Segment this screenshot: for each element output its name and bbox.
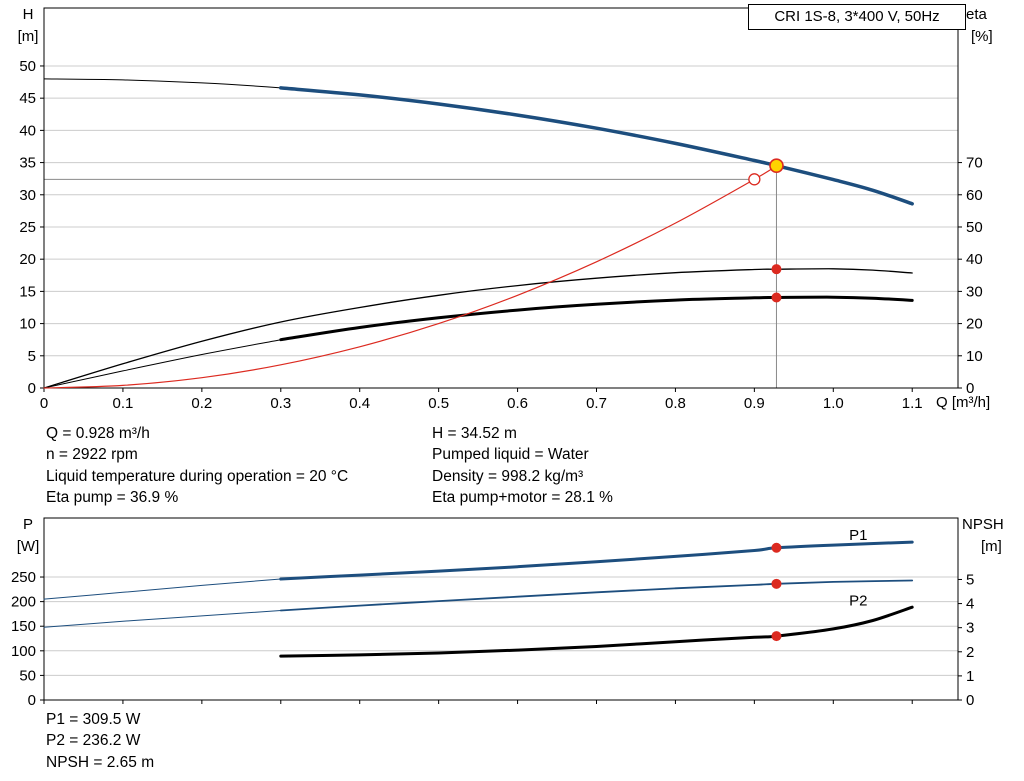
series-eta-pump-motor [279,295,914,342]
info-speed: n = 2922 rpm [46,446,138,464]
curve-label-P1: P1 [849,527,867,544]
p-axis-label: P [22,516,33,533]
marker-open-point [748,173,761,186]
series-eta-pump-motor-ext [43,339,282,389]
marker-value-point [771,264,782,275]
y-tick-label-left: 150 [11,618,36,635]
y-tick-label-left: 40 [19,122,36,139]
x-tick-label: 0 [40,395,48,412]
marker-value-point [771,542,782,553]
y-tick-label-right: 40 [966,251,983,268]
eta-axis-unit: [%] [971,28,993,45]
y-tick-label-left: 50 [19,667,36,684]
x-tick-label: 0.3 [270,395,291,412]
plot-frame [43,7,959,389]
y-tick-label-left: 100 [11,643,36,660]
power-info-block: P1 = 309.5 W P2 = 236.2 W NPSH = 2.65 m [46,709,154,773]
info-p1: P1 = 309.5 W [46,711,141,728]
y-tick-label-left: 50 [19,58,36,75]
x-tick-label: 1.1 [902,395,923,412]
q-axis-unit: Q [m³/h] [936,394,991,411]
y-tick-label-left: 10 [19,316,36,333]
info-npsh: NPSH = 2.65 m [46,753,155,771]
y-tick-label-left: 0 [28,380,36,397]
x-tick-label: 0.1 [112,395,133,412]
info-eta-pump: Eta pump = 36.9 % [46,489,179,507]
info-eta-total: Eta pump+motor = 28.1 % [432,489,613,507]
y-tick-label-left: 45 [19,90,36,107]
x-tick-label: 0.9 [744,395,765,412]
y-tick-label-right: 20 [966,316,983,333]
eta-axis-label: eta [966,6,987,23]
y-tick-label-right: 5 [966,571,974,588]
series-H-duty-range [279,86,914,206]
duty-info-left: Q = 0.928 m³/h n = 2922 rpm Liquid tempe… [46,423,348,509]
info-pumped-liquid: Pumped liquid = Water [432,446,589,464]
duty-info-right: H = 34.52 m Pumped liquid = Water Densit… [432,423,613,509]
info-head: H = 34.52 m [432,425,517,442]
y-tick-label-left: 30 [19,187,36,204]
marker-value-point [771,292,782,303]
y-tick-label-left: 0 [28,692,36,709]
info-liquid-temp: Liquid temperature during operation = 20… [46,467,349,485]
x-tick-label: 0.7 [586,395,607,412]
y-tick-label-left: 250 [11,569,36,586]
x-tick-label: 0.4 [349,395,370,412]
npsh-axis-label: NPSH [962,516,1004,533]
qh-eta-chart: 0 0.1 0.2 0.3 0.4 0.5 0.6 0.7 0.8 0.9 1.0 1.1 0 5 10 15… [19,7,983,412]
series-system-curve [43,165,778,389]
y-tick-label-right: 3 [966,620,974,637]
y-tick-label-right: 1 [966,668,974,685]
y-tick-label-left: 200 [11,594,36,611]
x-tick-label: 0.6 [507,395,528,412]
y-tick-label-left: 25 [19,219,36,236]
npsh-axis-unit: [m] [981,538,1002,555]
marker-value-point [771,631,782,642]
info-flow: Q = 0.928 m³/h [46,425,150,442]
y-tick-label-right: 10 [966,348,983,365]
series-H-full-range [43,78,913,205]
y-tick-label-right: 4 [966,596,974,613]
y-tick-label-left: 15 [19,283,36,300]
x-tick-label: 0.8 [665,395,686,412]
x-tick-label: 1.0 [823,395,844,412]
x-tick-label: 0.5 [428,395,449,412]
p-axis-unit: [W] [16,538,40,555]
y-tick-label-left: 35 [19,155,36,172]
info-density: Density = 998.2 kg/m³ [432,467,584,485]
h-axis-unit: [m] [17,28,39,45]
x-tick-label: 0.2 [191,395,212,412]
y-tick-label-right: 0 [966,380,974,397]
y-tick-label-right: 50 [966,219,983,236]
series-P1-ext [43,578,282,600]
y-tick-label-left: 20 [19,251,36,268]
h-axis-label: H [22,6,34,23]
series-eta-pump [43,268,913,389]
series-NPSH [279,605,914,658]
y-tick-label-right: 70 [966,155,983,172]
marker-value-point [771,578,782,589]
info-p2: P2 = 236.2 W [46,732,141,750]
y-tick-label-right: 30 [966,283,983,300]
plot-frame [43,517,959,701]
y-tick-label-right: 60 [966,187,983,204]
curve-label-P2: P2 [849,593,867,610]
y-tick-label-right: 0 [966,692,974,709]
y-tick-label-right: 2 [966,644,974,661]
series-P2-ext [43,610,282,628]
pump-title-box: CRI 1S-8, 3*400 V, 50Hz [748,4,966,30]
series-P1 [279,540,914,581]
series-P2 [279,579,914,612]
y-tick-label-left: 5 [28,348,36,365]
power-npsh-chart: 0 50 100 150 200 250 0 1 2 3 4 5 P1 P2 [11,517,974,709]
marker-duty-point [769,158,784,173]
